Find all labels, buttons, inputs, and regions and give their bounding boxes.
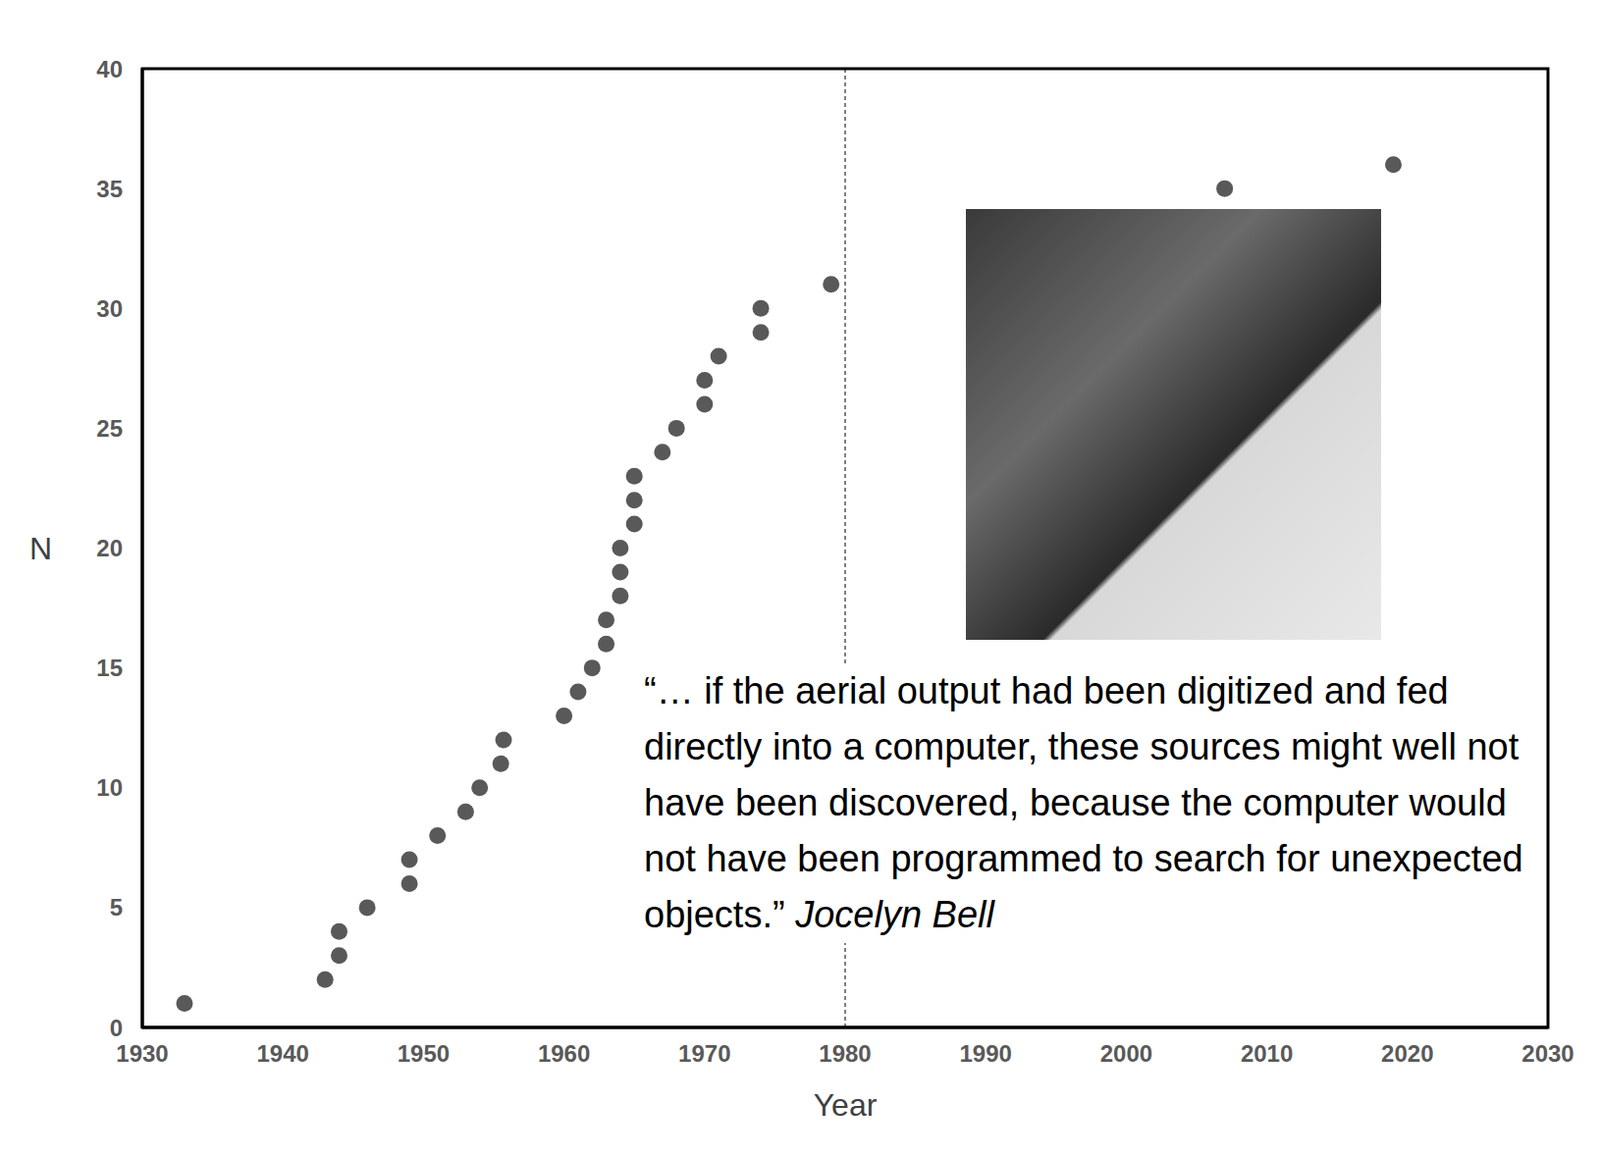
html-text:“… if the aerial output had be: “… if the aerial output had been digitiz…: [643, 670, 1524, 936]
svg-text:1980: 1980: [818, 1040, 871, 1067]
svg-text:0: 0: [109, 1014, 123, 1042]
svg-text:10: 10: [96, 774, 123, 801]
svg-text:1970: 1970: [678, 1040, 731, 1067]
svg-text:1960: 1960: [537, 1040, 590, 1067]
svg-text:1940: 1940: [257, 1040, 310, 1067]
svg-text:15: 15: [96, 654, 123, 682]
svg-text:5: 5: [109, 894, 123, 921]
svg-text:20: 20: [96, 534, 123, 562]
svg-text:Year: Year: [813, 1087, 878, 1123]
svg-text:2010: 2010: [1240, 1040, 1293, 1067]
svg-text:25: 25: [96, 415, 123, 442]
svg-text:30: 30: [96, 295, 123, 322]
svg-text:40: 40: [96, 55, 123, 83]
svg-text:1950: 1950: [397, 1040, 450, 1067]
svg-text:N: N: [29, 531, 53, 567]
svg-text:2000: 2000: [1100, 1040, 1153, 1067]
svg-text:1930: 1930: [115, 1040, 168, 1067]
svg-text:2020: 2020: [1381, 1040, 1434, 1067]
svg-text:2030: 2030: [1521, 1040, 1574, 1067]
svg-text:35: 35: [96, 175, 123, 203]
svg-text:1990: 1990: [960, 1040, 1013, 1067]
